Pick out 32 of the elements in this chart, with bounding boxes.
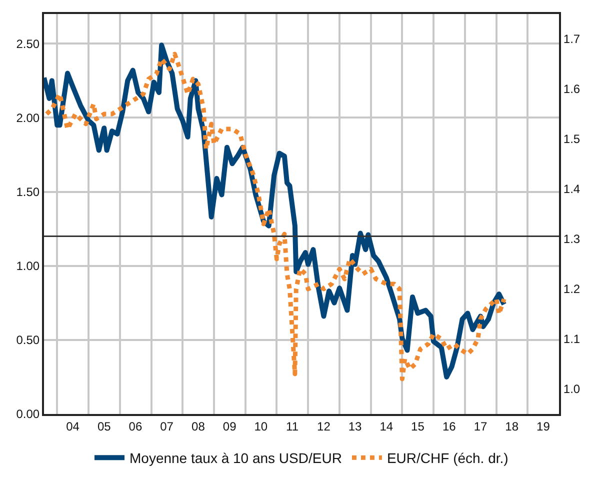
y-tick-label: 2.00: [16, 110, 40, 125]
x-tick-label: 08: [192, 419, 206, 434]
legend-label: EUR/CHF (éch. dr.): [386, 450, 508, 466]
x-tick-label: 07: [160, 419, 174, 434]
y2-tick-label: 1.1: [563, 332, 580, 346]
y2-tick-label: 1.7: [563, 32, 580, 46]
x-tick-label: 11: [286, 419, 299, 434]
x-tick-label: 17: [474, 419, 488, 434]
legend-label: Moyenne taux à 10 ans USD/EUR: [130, 450, 342, 466]
y-tick-label: 1.00: [16, 259, 40, 274]
y-tick-label: 0.00: [16, 407, 40, 422]
y-tick-label: 1.50: [16, 184, 40, 199]
x-tick-label: 10: [254, 419, 268, 434]
x-tick-label: 15: [411, 419, 425, 434]
x-tick-label: 06: [128, 419, 142, 434]
y2-tick-label: 1.4: [563, 182, 580, 196]
x-tick-label: 19: [536, 419, 550, 434]
x-tick-label: 04: [66, 419, 80, 434]
x-tick-label: 14: [380, 419, 394, 434]
y-tick-label: 0.50: [16, 333, 40, 348]
y2-tick-label: 1.3: [563, 232, 580, 246]
x-tick-label: 16: [442, 419, 456, 434]
y-tick-label: 2.50: [16, 36, 40, 51]
x-tick-label: 13: [348, 419, 362, 434]
x-tick-label: 09: [222, 419, 237, 434]
x-tick-label: 12: [317, 419, 331, 434]
x-tick-label: 05: [97, 419, 112, 434]
y2-tick-label: 1.5: [563, 132, 580, 146]
y2-tick-label: 1.0: [563, 382, 580, 396]
x-tick-label: 18: [505, 419, 519, 434]
y2-tick-label: 1.2: [563, 282, 580, 296]
y2-tick-label: 1.6: [563, 82, 580, 96]
